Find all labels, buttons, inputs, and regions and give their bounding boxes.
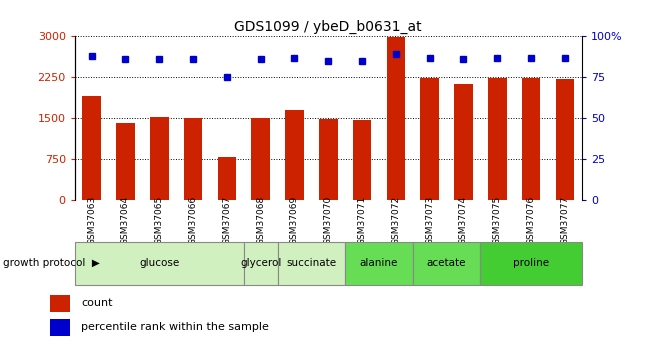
Text: count: count — [81, 298, 112, 308]
Text: GSM37073: GSM37073 — [425, 196, 434, 245]
Text: GSM37069: GSM37069 — [290, 196, 299, 245]
Bar — [345, 241, 413, 285]
Bar — [387, 37, 405, 200]
Bar — [285, 110, 304, 200]
Bar — [353, 120, 371, 200]
Text: GSM37064: GSM37064 — [121, 196, 130, 245]
Bar — [488, 78, 506, 200]
Text: GSM37067: GSM37067 — [222, 196, 231, 245]
Text: GSM37075: GSM37075 — [493, 196, 502, 245]
Bar — [278, 241, 345, 285]
Bar — [75, 241, 244, 285]
Bar — [50, 319, 70, 336]
Bar — [244, 241, 278, 285]
Text: proline: proline — [513, 258, 549, 268]
Text: acetate: acetate — [427, 258, 466, 268]
Text: succinate: succinate — [286, 258, 337, 268]
Bar — [454, 84, 473, 200]
Text: percentile rank within the sample: percentile rank within the sample — [81, 322, 269, 332]
Text: glycerol: glycerol — [240, 258, 281, 268]
Text: growth protocol  ▶: growth protocol ▶ — [3, 258, 100, 268]
Text: glucose: glucose — [139, 258, 179, 268]
Text: GSM37068: GSM37068 — [256, 196, 265, 245]
Bar — [556, 79, 574, 200]
Bar — [522, 78, 540, 200]
Text: GSM37077: GSM37077 — [560, 196, 569, 245]
Bar — [218, 157, 236, 200]
Bar — [252, 118, 270, 200]
Bar — [421, 78, 439, 200]
Text: GSM37071: GSM37071 — [358, 196, 367, 245]
Text: GSM37072: GSM37072 — [391, 196, 400, 245]
Bar — [116, 122, 135, 200]
Text: GSM37076: GSM37076 — [526, 196, 536, 245]
Text: GSM37070: GSM37070 — [324, 196, 333, 245]
Text: alanine: alanine — [359, 258, 398, 268]
Title: GDS1099 / ybeD_b0631_at: GDS1099 / ybeD_b0631_at — [235, 20, 422, 34]
Text: GSM37074: GSM37074 — [459, 196, 468, 245]
Text: GSM37065: GSM37065 — [155, 196, 164, 245]
Bar — [480, 241, 582, 285]
Text: GSM37063: GSM37063 — [87, 196, 96, 245]
Bar — [50, 295, 70, 312]
Bar — [413, 241, 480, 285]
Bar — [150, 117, 168, 200]
Bar — [184, 118, 202, 200]
Text: GSM37066: GSM37066 — [188, 196, 198, 245]
Bar — [319, 119, 337, 200]
Bar — [83, 96, 101, 200]
